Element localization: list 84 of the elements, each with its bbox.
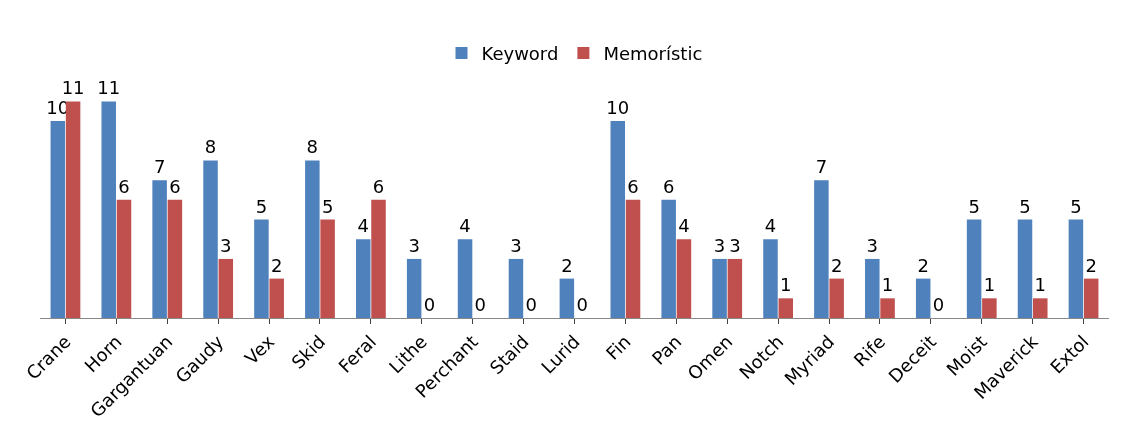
data-label: 5 [321,195,334,217]
bar [915,278,931,318]
bar [167,199,183,318]
bar [65,101,81,318]
data-label: 0 [423,294,436,315]
bar [712,258,727,318]
bar [829,278,844,318]
data-label: 3 [713,234,726,256]
data-label: 6 [118,175,130,197]
bar [203,160,218,318]
bar [320,219,335,318]
bar [625,199,641,318]
data-label: 0 [576,294,588,315]
bar [355,239,371,318]
data-label: 11 [61,77,85,99]
data-label: 4 [678,215,690,237]
bar [1033,298,1048,318]
data-label: 3 [729,234,741,256]
data-label: 5 [1070,195,1082,217]
data-label: 2 [830,254,843,276]
legend-label: Keyword [481,42,559,64]
data-label: 6 [169,175,181,197]
x-tick-label: Fin [601,330,635,364]
bar [218,258,234,318]
data-label: 11 [97,77,121,99]
x-tick-label: Vex [240,330,279,369]
bar [254,219,269,318]
x-tick-label: Pan [647,330,686,369]
data-label: 2 [270,254,283,276]
bar [101,101,116,318]
bar [676,239,692,318]
bar [966,219,982,318]
bar [880,298,895,318]
bar [661,199,676,318]
bar [371,199,386,318]
data-label: 6 [662,175,675,197]
bar [1017,219,1033,318]
data-label: 0 [932,294,945,315]
data-label: 4 [764,215,777,237]
data-label: 1 [1034,274,1046,296]
data-label: 4 [459,215,471,237]
data-label: 6 [372,175,385,197]
data-label: 1 [983,274,996,296]
bar [1083,278,1099,318]
data-label: 2 [917,254,929,276]
data-label: 10 [606,97,630,119]
bar [610,121,626,318]
data-label: 5 [255,195,268,217]
data-label: 3 [220,234,232,256]
legend-label: Memorístic [603,42,703,64]
data-label: 4 [357,215,369,237]
bar [1068,219,1084,318]
bar [982,298,997,318]
bar [865,258,880,318]
data-label: 2 [561,254,573,276]
data-label: 8 [306,136,319,158]
data-label: 3 [408,234,420,256]
bar [269,278,284,318]
bar [763,239,778,318]
bar [457,239,473,318]
data-label: 5 [1019,195,1031,217]
data-label: 3 [510,234,522,256]
bar [559,278,575,318]
data-label: 8 [204,136,217,158]
data-label: 6 [627,175,639,197]
bar [727,258,743,318]
bar [778,298,794,318]
bar [814,180,829,318]
bar [50,121,66,318]
data-label: 0 [474,294,487,315]
bar [305,160,320,318]
data-label: 1 [881,274,894,296]
bar [508,258,524,318]
data-label: 1 [780,274,792,296]
data-label: 2 [1085,254,1097,276]
x-tick-label: Rife [849,330,890,371]
data-label: 7 [153,156,166,178]
bar [152,180,167,318]
data-label: 3 [866,234,879,256]
data-label: 5 [968,195,980,217]
bar [116,199,132,318]
data-label: 0 [525,294,537,315]
data-label: 7 [815,156,828,178]
bar [406,258,422,318]
